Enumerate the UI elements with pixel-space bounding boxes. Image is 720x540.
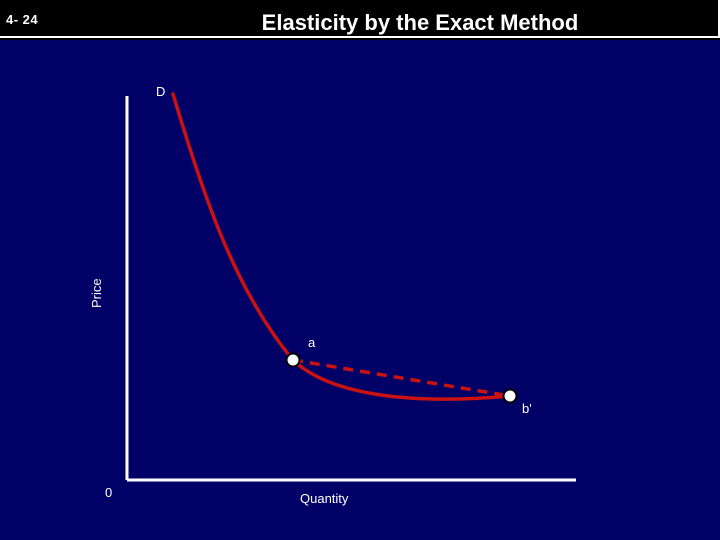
title-bar: 4- 24 Elasticity by the Exact Method [0,0,720,38]
diagram-area [0,40,720,540]
point-a-marker [285,352,301,368]
y-axis-label: Price [89,278,104,308]
slide-title: Elasticity by the Exact Method [261,10,579,35]
chord-a-to-b [292,358,511,398]
title-bar-inner [0,0,718,36]
x-axis-label: Quantity [300,491,349,506]
point-b-label: b' [522,401,532,416]
curve-label-d: D [156,84,165,99]
demand-curve [171,92,512,401]
point-b-marker [502,388,518,404]
origin-label: 0 [105,485,112,500]
point-a-label: a [308,335,316,350]
slide-number: 4- 24 [6,12,39,27]
